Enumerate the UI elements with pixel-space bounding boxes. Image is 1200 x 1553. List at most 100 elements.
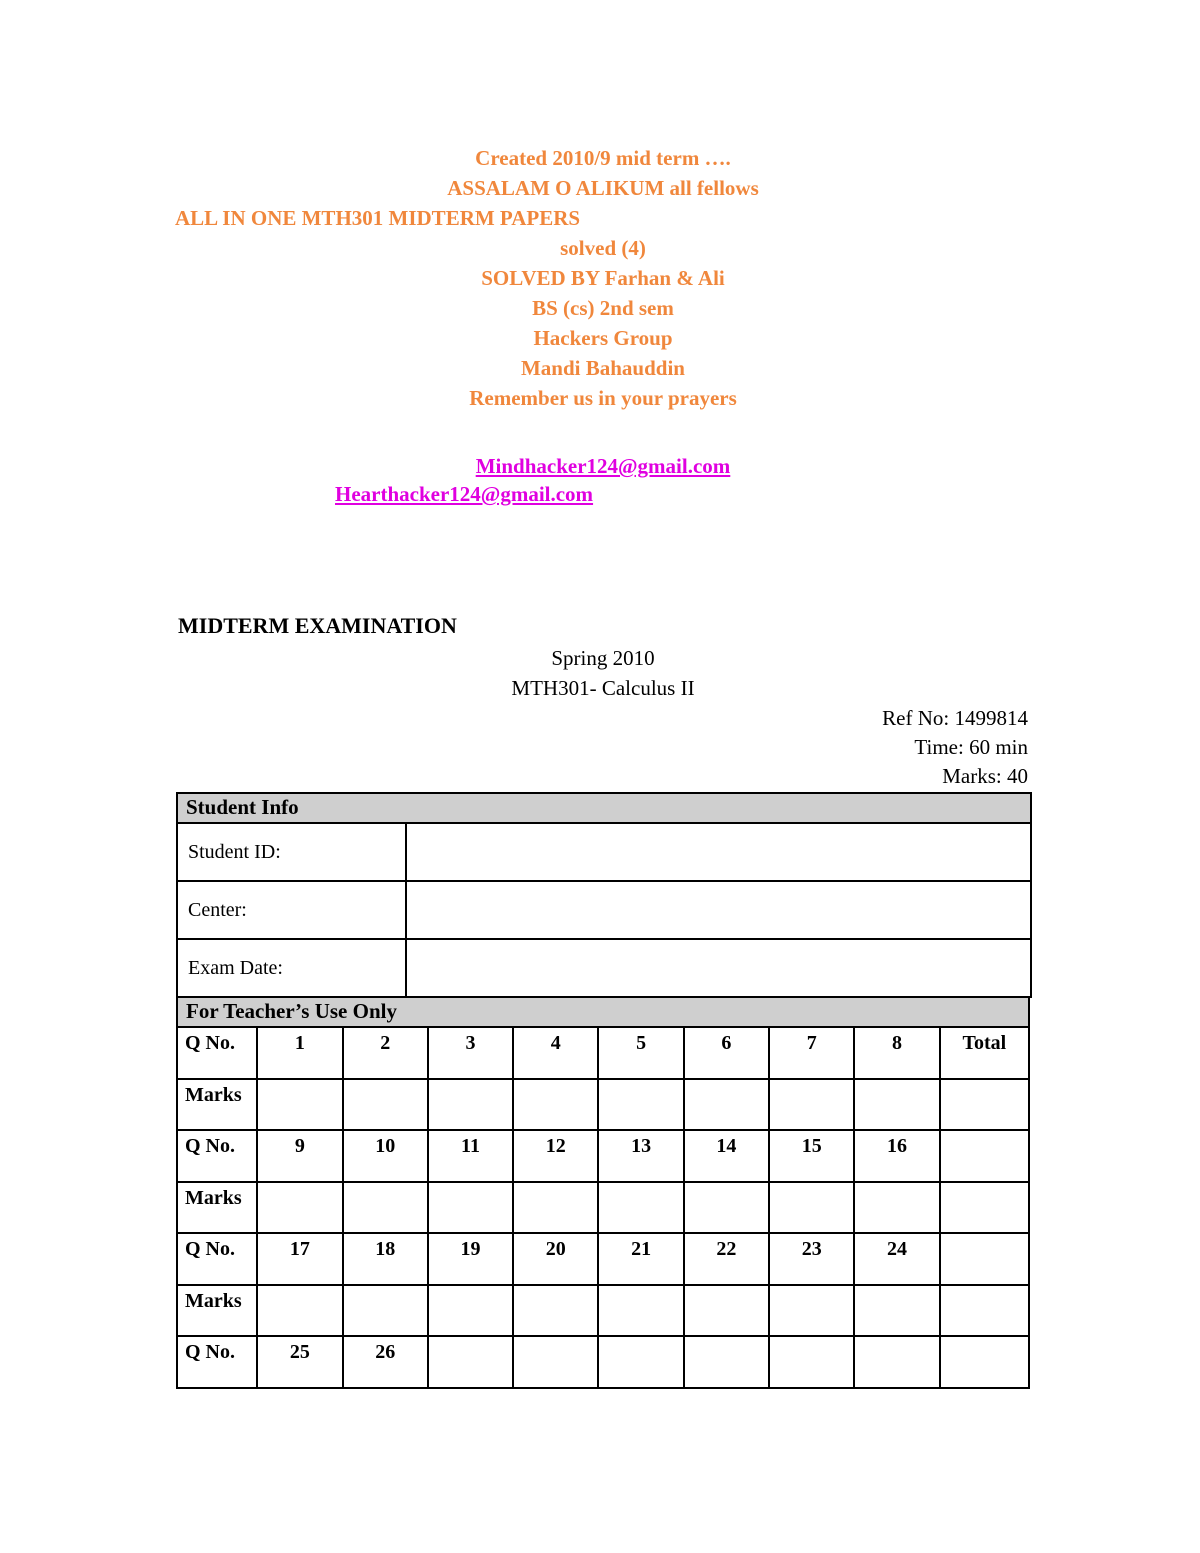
exam-course: MTH301- Calculus II: [511, 676, 695, 700]
marks-label: Marks: [175, 1284, 259, 1337]
marks-cell: [256, 1181, 344, 1234]
qno-cell: 20: [512, 1232, 600, 1286]
marks-cell: [426, 1284, 515, 1337]
qno-cell: 2: [341, 1026, 429, 1080]
qno-cell: [938, 1129, 1031, 1183]
marks-cell: [853, 1078, 941, 1131]
qno-cell: 4: [512, 1026, 600, 1080]
intro-block: Created 2010/9 mid term …. ASSALAM O ALI…: [175, 143, 1031, 413]
form-tables: Student Info Student ID: Center: Exam Da…: [175, 792, 1032, 1389]
qno-cell: 14: [682, 1129, 771, 1183]
marks-cell: [256, 1078, 344, 1131]
qno-cell: [938, 1335, 1031, 1389]
qno-cell: 19: [426, 1232, 515, 1286]
student-info-header-row: Student Info: [176, 792, 1032, 824]
teacher-use-header-row: For Teacher’s Use Only: [176, 996, 1030, 1028]
marks-cell: [512, 1181, 600, 1234]
qno-cell: 25: [256, 1335, 344, 1389]
intro-line-solved: solved (4): [560, 236, 646, 260]
qno-cell: 11: [426, 1129, 515, 1183]
qno-cell: 5: [597, 1026, 685, 1080]
marks-cell: [426, 1181, 515, 1234]
qno-cell: [853, 1335, 941, 1389]
total-header-cell: Total: [938, 1026, 1031, 1080]
qno-cell: 16: [853, 1129, 941, 1183]
exam-session: Spring 2010: [551, 646, 655, 670]
qno-cell: 23: [768, 1232, 856, 1286]
qno-cell: 26: [341, 1335, 429, 1389]
marks-cell: [426, 1078, 515, 1131]
exam-heading-block: MIDTERM EXAMINATION Spring 2010 MTH301- …: [178, 613, 1028, 793]
qno-cell: [512, 1335, 600, 1389]
qno-row-4: Q No. 25 26: [175, 1335, 1031, 1389]
exam-date-row: Exam Date:: [176, 938, 1032, 998]
exam-date-value-cell: [405, 938, 1032, 998]
marks-cell: [597, 1181, 685, 1234]
qno-cell: 10: [341, 1129, 429, 1183]
student-id-row: Student ID:: [176, 822, 1032, 882]
student-info-header: Student Info: [176, 792, 1032, 824]
qno-label: Q No.: [175, 1232, 259, 1286]
qno-cell: 1: [256, 1026, 344, 1080]
email-link-hearthacker[interactable]: Hearthacker124@gmail.com: [335, 482, 594, 506]
qno-row-3: Q No. 17 18 19 20 21 22 23 24: [175, 1232, 1031, 1286]
email-block: Mindhacker124@gmail.com Hearthacker124@g…: [175, 452, 1031, 508]
qno-cell: [682, 1335, 771, 1389]
marks-cell: [512, 1078, 600, 1131]
marks-cell: [853, 1284, 941, 1337]
marks-row-3: Marks: [175, 1284, 1031, 1337]
marks-cell: [341, 1078, 429, 1131]
intro-line-created: Created 2010/9 mid term ….: [475, 146, 731, 170]
intro-line-hackers: Hackers Group: [533, 326, 673, 350]
qno-row-1: Q No. 1 2 3 4 5 6 7 8 Total: [175, 1026, 1031, 1080]
qno-cell: [426, 1335, 515, 1389]
qno-cell: 12: [512, 1129, 600, 1183]
marks-cell: [682, 1181, 771, 1234]
center-row: Center:: [176, 880, 1032, 940]
student-id-label: Student ID:: [176, 822, 407, 882]
marks-row-2: Marks: [175, 1181, 1031, 1234]
intro-line-solvedby: SOLVED BY Farhan & Ali: [481, 266, 725, 290]
qno-cell: 17: [256, 1232, 344, 1286]
qno-label: Q No.: [175, 1129, 259, 1183]
marks-cell: [682, 1078, 771, 1131]
qno-cell: 9: [256, 1129, 344, 1183]
marks-cell: [512, 1284, 600, 1337]
qno-cell: 15: [768, 1129, 856, 1183]
qno-cell: 18: [341, 1232, 429, 1286]
email-link-mindhacker[interactable]: Mindhacker124@gmail.com: [475, 454, 731, 478]
marks-cell: [853, 1181, 941, 1234]
center-label: Center:: [176, 880, 407, 940]
marks-label: Marks: [175, 1078, 259, 1131]
qno-cell: [768, 1335, 856, 1389]
qno-cell: 24: [853, 1232, 941, 1286]
qno-cell: 8: [853, 1026, 941, 1080]
intro-line-mandi: Mandi Bahauddin: [520, 356, 685, 380]
marks-cell: [597, 1284, 685, 1337]
qno-label: Q No.: [175, 1026, 259, 1080]
qno-row-2: Q No. 9 10 11 12 13 14 15 16: [175, 1129, 1031, 1183]
marks-cell: [768, 1078, 856, 1131]
intro-line-assalam: ASSALAM O ALIKUM all fellows: [447, 176, 759, 200]
qno-cell: 13: [597, 1129, 685, 1183]
exam-title: MIDTERM EXAMINATION: [178, 613, 457, 638]
marks-label: Marks: [175, 1181, 259, 1234]
exam-marks: Marks: 40: [942, 764, 1028, 788]
marks-cell: [256, 1284, 344, 1337]
student-info-table: Student Info Student ID: Center: Exam Da…: [176, 792, 1032, 998]
qno-label: Q No.: [175, 1335, 259, 1389]
marks-cell: [341, 1181, 429, 1234]
intro-line-bs: BS (cs) 2nd sem: [532, 296, 674, 320]
qno-cell: 6: [682, 1026, 771, 1080]
student-id-value-cell: [405, 822, 1032, 882]
exam-date-label: Exam Date:: [176, 938, 407, 998]
marks-cell: [938, 1284, 1031, 1337]
qno-cell: 21: [597, 1232, 685, 1286]
exam-time: Time: 60 min: [914, 735, 1028, 759]
qno-cell: 7: [768, 1026, 856, 1080]
qno-cell: 22: [682, 1232, 771, 1286]
marks-cell: [682, 1284, 771, 1337]
teacher-marks-table: For Teacher’s Use Only Q No. 1 2 3 4 5 6…: [175, 996, 1031, 1389]
qno-cell: 3: [426, 1026, 515, 1080]
